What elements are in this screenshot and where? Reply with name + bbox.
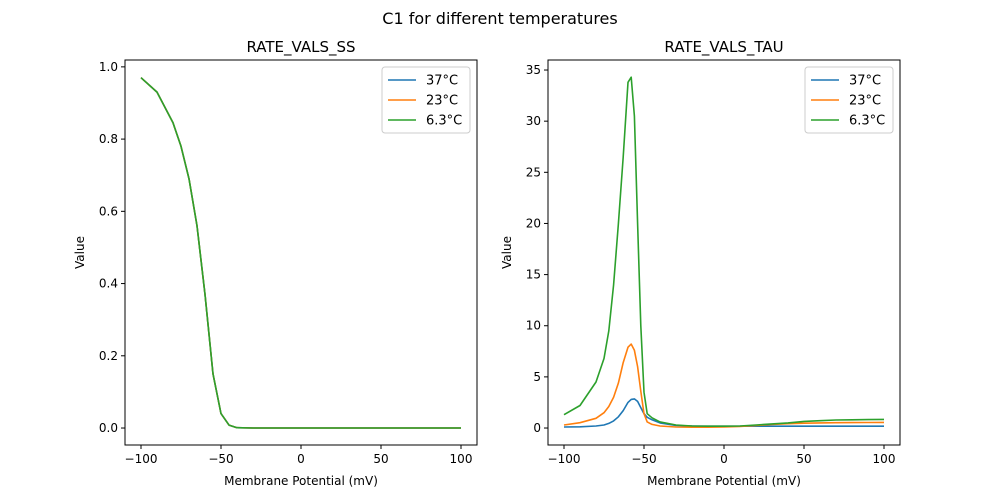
- plot-lines: [140, 77, 461, 429]
- subplot-title: RATE_VALS_TAU: [664, 38, 783, 57]
- y-tick-label: 30: [526, 114, 541, 128]
- x-tick-label: −100: [548, 452, 581, 466]
- x-axis-label: Membrane Potential (mV): [647, 474, 801, 488]
- y-tick-label: 0.0: [99, 421, 118, 435]
- series-line-6.3°C: [563, 76, 885, 428]
- x-tick-label: 50: [373, 452, 388, 466]
- y-tick-label: 0: [533, 421, 541, 435]
- y-tick-label: 0.8: [99, 132, 118, 146]
- legend: 37°C 23°C 6.3°C: [381, 66, 471, 134]
- y-tick-label: 0.6: [99, 204, 118, 218]
- series-line-37°C: [563, 398, 884, 428]
- subplot-2: RATE_VALS_TAU −100 −50 0 50 100 0 5 10 15 20 25 30 35…: [500, 38, 901, 488]
- x-tick-label: 100: [450, 452, 473, 466]
- y-tick-label: 1.0: [99, 60, 118, 74]
- legend-label: 37°C: [426, 74, 458, 89]
- legend-box: [804, 66, 894, 134]
- y-axis-label: Value: [500, 236, 514, 269]
- x-tick-label: 100: [873, 452, 896, 466]
- y-tick-label: 0.4: [99, 277, 118, 291]
- legend-label: 6.3°C: [849, 114, 885, 129]
- x-tick-label: 0: [297, 452, 305, 466]
- y-tick-label: 35: [526, 63, 541, 77]
- x-tick-label: 50: [796, 452, 811, 466]
- legend-label: 37°C: [849, 74, 881, 89]
- y-tick-label: 15: [526, 268, 541, 282]
- x-tick-label: −100: [125, 452, 158, 466]
- legend: 37°C 23°C 6.3°C: [804, 66, 894, 134]
- legend-label: 23°C: [849, 94, 881, 109]
- y-tick-label: 25: [526, 165, 541, 179]
- legend-label: 23°C: [426, 94, 458, 109]
- x-tick-label: −50: [631, 452, 656, 466]
- series-line-6.3°C: [140, 77, 461, 429]
- legend-box: [381, 66, 471, 134]
- y-tick-label: 10: [526, 319, 541, 333]
- series-line-23°C: [563, 343, 885, 429]
- legend-label: 6.3°C: [426, 114, 462, 129]
- y-tick-label: 5: [533, 370, 541, 384]
- subplot-title: RATE_VALS_SS: [246, 38, 355, 57]
- y-tick-label: 0.2: [99, 349, 118, 363]
- plot-lines: [563, 76, 885, 429]
- x-tick-label: −50: [208, 452, 233, 466]
- figure-suptitle: C1 for different temperatures: [382, 9, 617, 28]
- x-tick-label: 0: [720, 452, 728, 466]
- y-axis-label: Value: [73, 236, 87, 269]
- x-axis-label: Membrane Potential (mV): [224, 474, 378, 488]
- y-tick-label: 20: [526, 216, 541, 230]
- subplot-1: RATE_VALS_SS −100 −50 0 50 100 0.0 0.2 0.4 0.6 0.8…: [73, 38, 478, 488]
